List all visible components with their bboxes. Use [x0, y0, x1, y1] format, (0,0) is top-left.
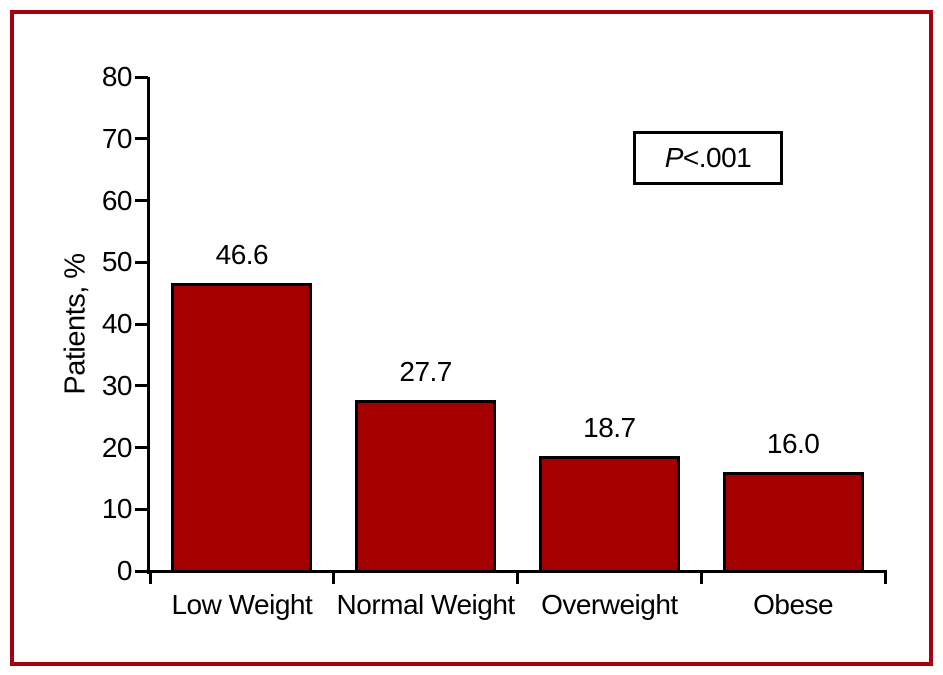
bar-value-label-overweight: 18.7 [583, 411, 636, 443]
y-axis-tick [135, 569, 148, 573]
y-axis-tick [135, 322, 148, 326]
y-axis-tick-label: 80 [101, 61, 133, 92]
x-axis-category-label-overweight: Overweight [541, 589, 678, 620]
y-axis-tick [135, 446, 148, 449]
x-axis-tick [332, 570, 336, 584]
y-axis-tick-label: 10 [101, 493, 133, 525]
bar-value-label-low-weight: 46.6 [215, 239, 269, 271]
y-axis-tick-label: 40 [101, 308, 133, 339]
y-axis-tick-label: 60 [101, 184, 133, 216]
p-value-text: <.001 [682, 142, 752, 173]
y-axis-tick-label: 20 [101, 431, 133, 463]
y-axis-tick [135, 384, 148, 388]
p-value-symbol: P [664, 142, 684, 173]
y-axis-tick [135, 260, 148, 264]
x-axis-category-label-obese: Obese [753, 589, 834, 620]
y-axis-tick-label: 70 [101, 122, 133, 154]
bar-overweight [538, 455, 680, 573]
y-axis-tick [135, 199, 148, 202]
p-value-annotation-box: P <.001 [633, 131, 783, 185]
x-axis-category-label-low-weight: Low Weight [171, 589, 313, 620]
bar-value-label-normal-weight: 27.7 [399, 355, 452, 387]
bar-low-weight [171, 283, 313, 573]
x-axis-tick [883, 570, 887, 584]
y-axis-tick [135, 507, 148, 511]
y-axis-tick-label: 50 [101, 246, 133, 278]
y-axis-tick-label: 30 [101, 369, 133, 401]
bar-normal-weight [355, 399, 497, 573]
x-axis-tick [148, 570, 152, 584]
bar-value-label-obese: 16.0 [766, 428, 820, 460]
y-axis-line [147, 77, 150, 574]
x-axis-tick [699, 570, 703, 584]
y-axis-tick-label: 0 [116, 555, 133, 586]
x-axis-category-label-normal-weight: Normal Weight [336, 589, 516, 620]
y-axis-tick [135, 75, 148, 79]
bar-obese [722, 472, 864, 573]
x-axis-tick [516, 570, 519, 584]
y-axis-tick [135, 137, 148, 141]
